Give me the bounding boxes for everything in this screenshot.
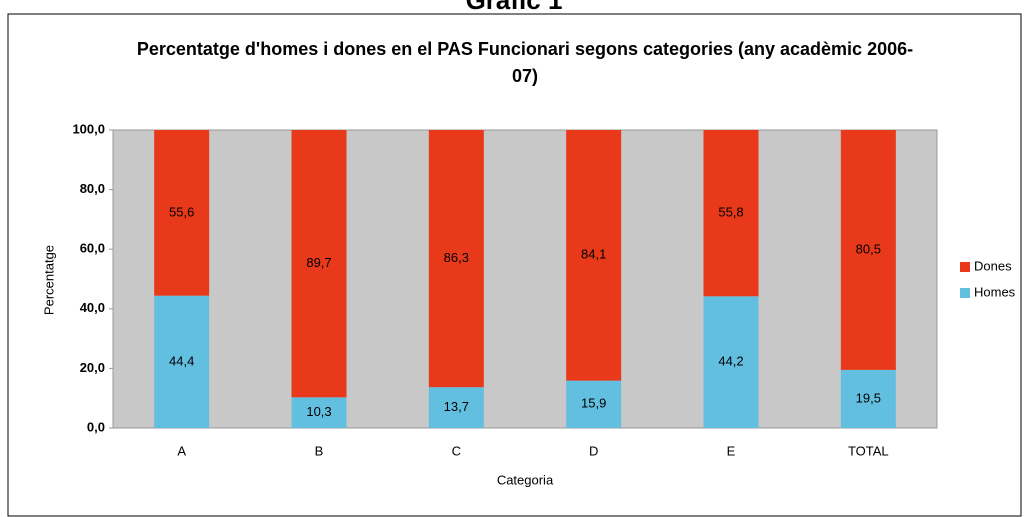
data-label: 10,3: [306, 404, 331, 419]
bar-segment: [428, 130, 484, 388]
data-label: 86,3: [444, 250, 469, 265]
bar-segment: [291, 130, 347, 398]
x-tick-label: C: [452, 443, 461, 458]
legend-swatch: [960, 262, 970, 272]
data-label: 84,1: [581, 247, 606, 262]
data-label: 13,7: [444, 399, 469, 414]
legend-swatch: [960, 288, 970, 298]
x-tick-label: A: [177, 443, 186, 458]
y-tick-label: 100,0: [72, 121, 105, 136]
bar-segment: [566, 380, 622, 428]
y-axis-label: Percentatge: [41, 245, 56, 315]
bar-segment: [703, 130, 759, 297]
bar-segment: [428, 387, 484, 428]
data-label: 44,2: [718, 354, 743, 369]
bar-segment: [154, 130, 210, 296]
bar-segment: [840, 369, 896, 428]
bar-segment: [703, 296, 759, 428]
bar-segment: [840, 130, 896, 370]
legend-label: Homes: [974, 284, 1016, 299]
y-tick-label: 80,0: [80, 181, 105, 196]
data-label: 89,7: [306, 255, 331, 270]
x-tick-label: TOTAL: [848, 443, 889, 458]
frame: [7, 13, 1022, 517]
bar-segment: [291, 397, 347, 428]
chart-title: Percentatge d'homes i dones en el PAS Fu…: [136, 39, 914, 86]
heading: Gràfic 1: [466, 0, 563, 15]
data-label: 80,5: [856, 241, 881, 256]
data-label: 44,4: [169, 353, 194, 368]
bar-segment: [154, 295, 210, 428]
plot-area: [112, 129, 938, 429]
data-label: 15,9: [581, 396, 606, 411]
data-label: 55,6: [169, 204, 194, 219]
x-axis-label: Categoria: [497, 472, 554, 487]
y-tick-label: 40,0: [80, 300, 105, 315]
y-tick-label: 0,0: [87, 419, 105, 434]
data-label: 55,8: [718, 205, 743, 220]
y-tick-label: 60,0: [80, 241, 105, 256]
data-label: 19,5: [856, 390, 881, 405]
legend-label: Dones: [974, 258, 1012, 273]
x-tick-label: D: [589, 443, 598, 458]
y-tick-label: 20,0: [80, 360, 105, 375]
x-tick-label: B: [315, 443, 324, 458]
x-tick-label: E: [727, 443, 736, 458]
bar-segment: [566, 130, 622, 381]
